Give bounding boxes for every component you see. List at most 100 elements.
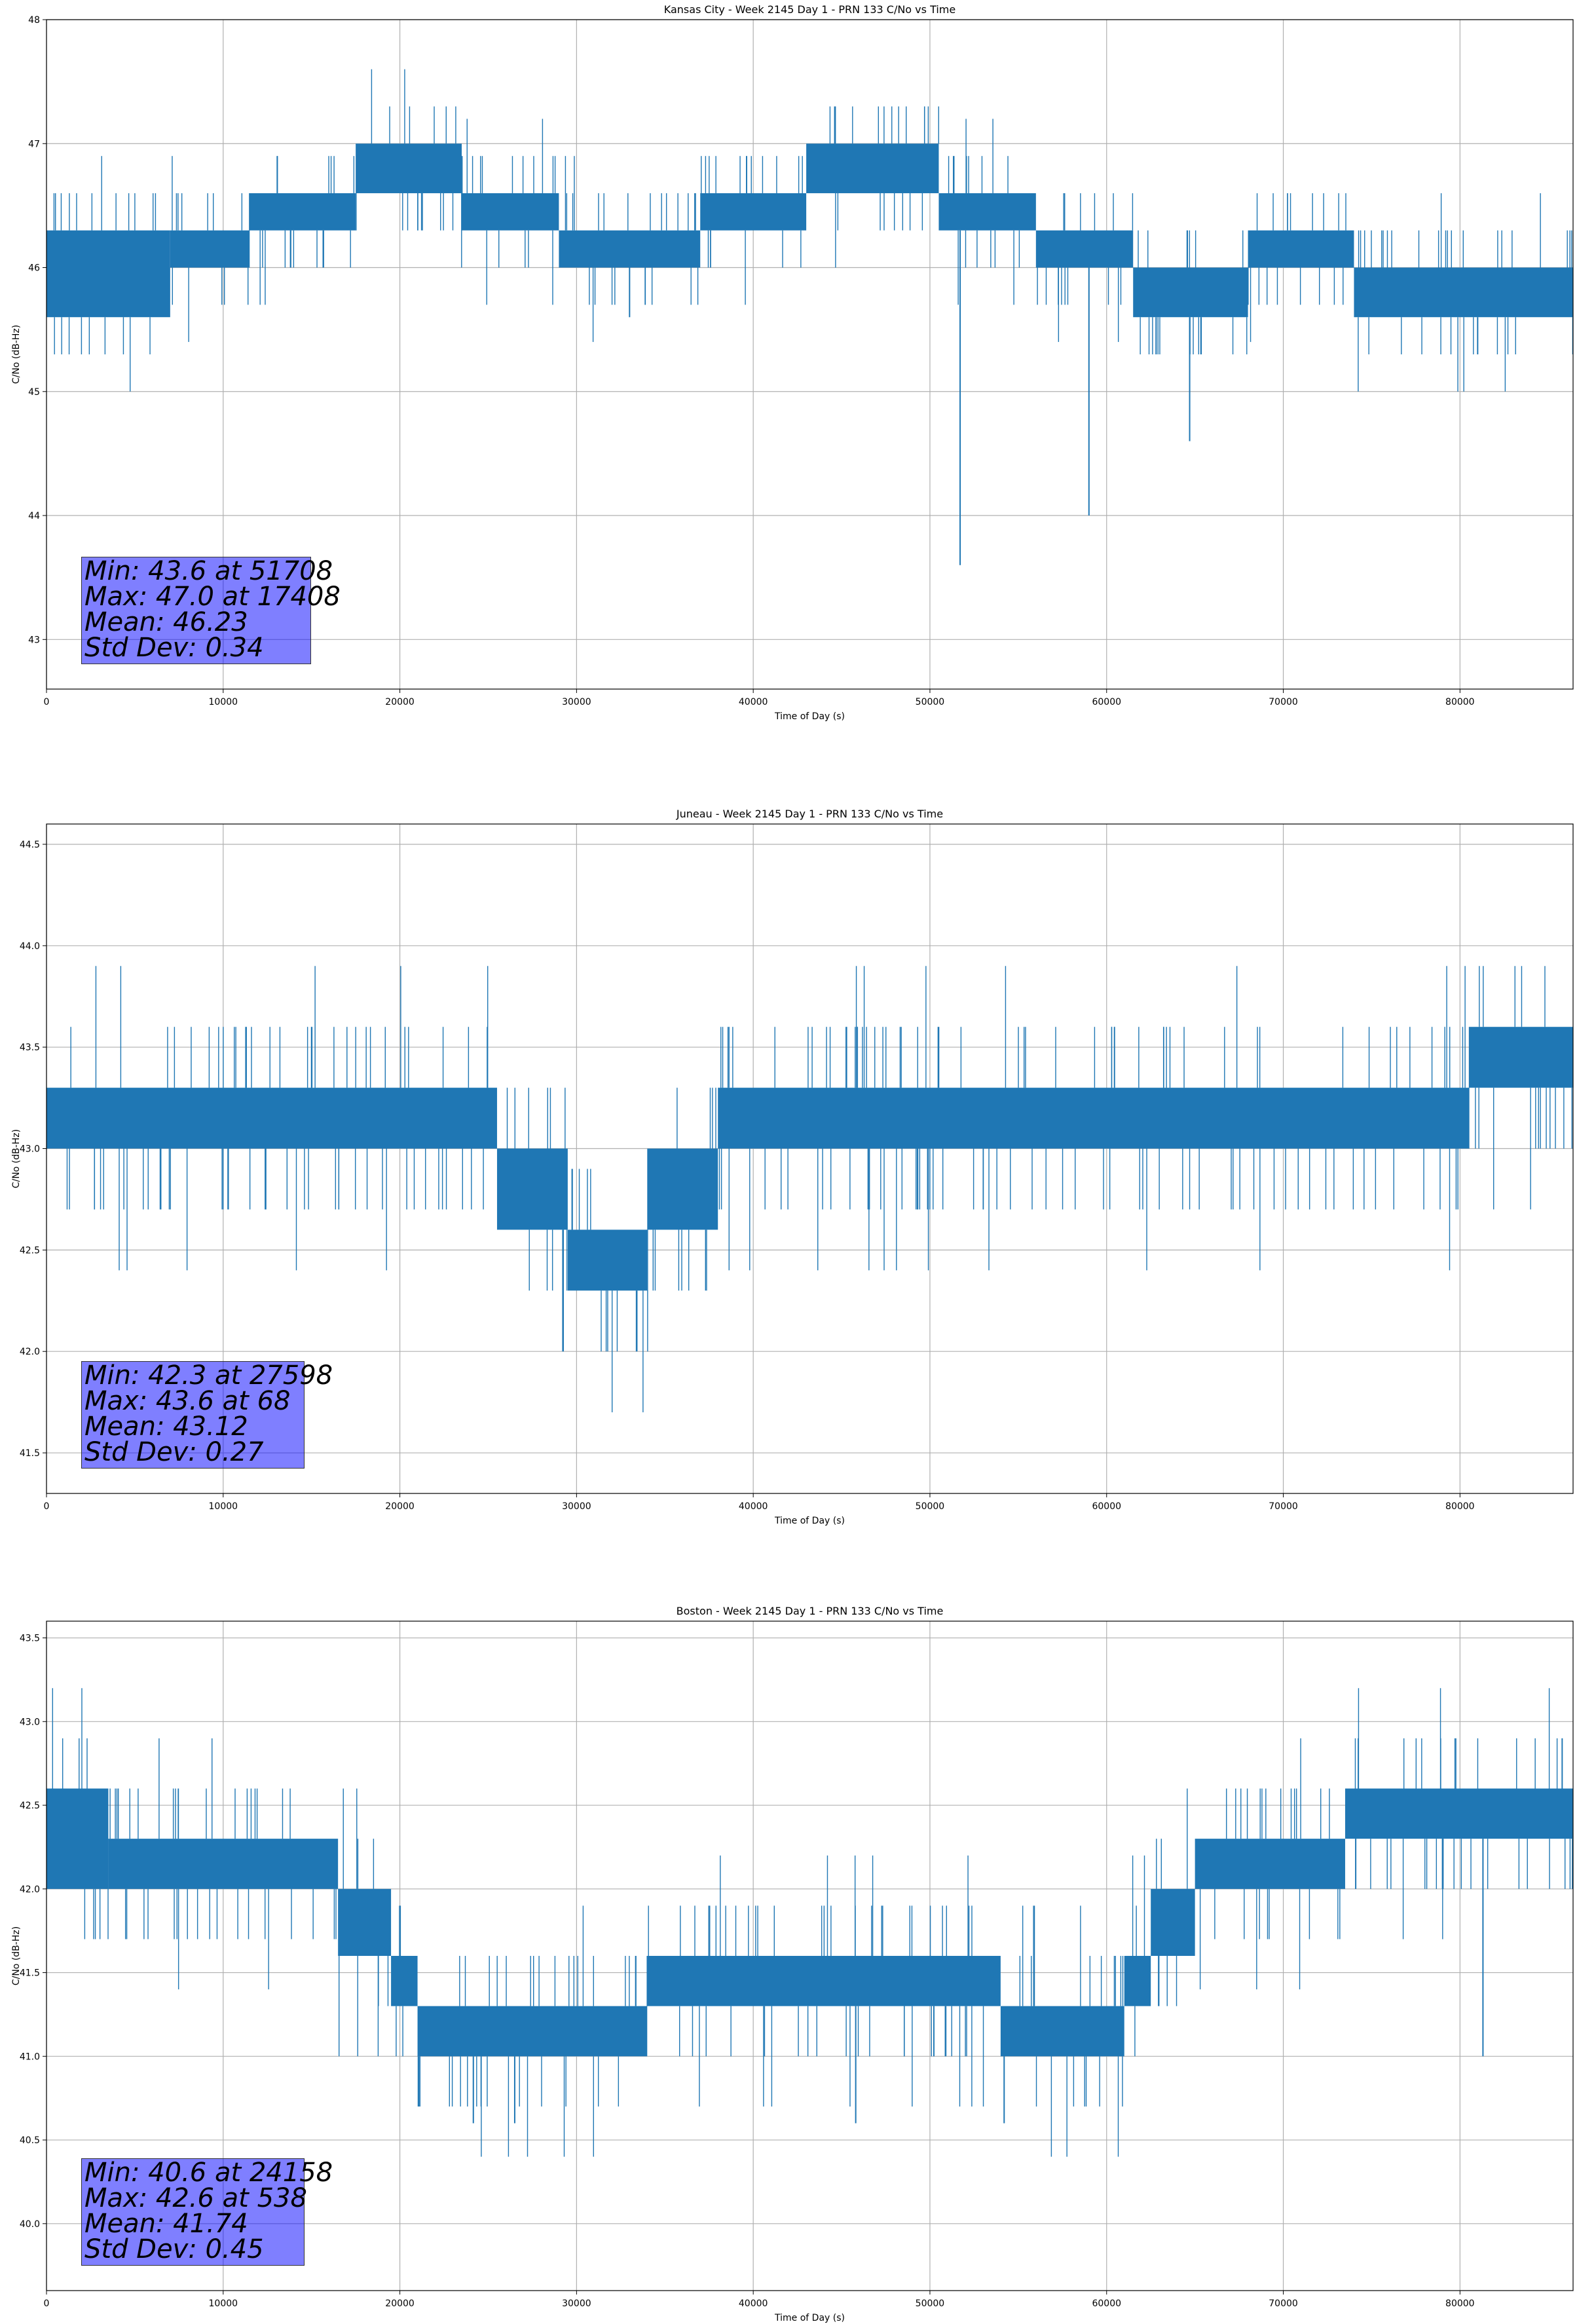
- data-band: [1195, 1839, 1345, 1889]
- x-tick-label: 30000: [562, 697, 591, 707]
- chart-panel-kansas-city: Kansas City - Week 2145 Day 1 - PRN 133 …: [0, 0, 1577, 773]
- y-axis-label: C/No (dB-Hz): [11, 325, 22, 384]
- x-tick-label: 80000: [1445, 2298, 1475, 2309]
- data-band: [567, 1229, 648, 1291]
- series-boston: [46, 1688, 1573, 2157]
- stats-box-juneau: Min: 42.3 at 27598 Max: 43.6 at 68 Mean:…: [81, 1360, 333, 1469]
- x-tick-label: 70000: [1269, 1501, 1298, 1512]
- x-tick-label: 10000: [209, 2298, 238, 2309]
- x-tick-label: 0: [44, 2298, 50, 2309]
- y-tick-label: 46: [28, 263, 40, 274]
- data-band: [1468, 1026, 1573, 1088]
- y-tick-label: 44.5: [20, 840, 40, 850]
- stats-min: Min: 40.6 at 24158: [84, 2158, 333, 2188]
- chart-title: Juneau - Week 2145 Day 1 - PRN 133 C/No …: [676, 808, 943, 820]
- x-tick-label: 80000: [1445, 1501, 1475, 1512]
- data-band: [1151, 1888, 1195, 1956]
- plot-frame: [46, 1621, 1574, 2291]
- data-band: [46, 1788, 109, 1889]
- x-tick-label: 40000: [739, 1501, 768, 1512]
- chart-svg-juneau: Juneau - Week 2145 Day 1 - PRN 133 C/No …: [11, 808, 1574, 1526]
- chart-title: Boston - Week 2145 Day 1 - PRN 133 C/No …: [677, 1605, 944, 1617]
- x-tick-label: 0: [44, 697, 50, 707]
- stats-std-dev: Std Dev: 0.34: [84, 633, 264, 663]
- y-tick-label: 40.0: [20, 2219, 40, 2230]
- x-tick-label: 60000: [1092, 2298, 1121, 2309]
- y-tick-label: 41.5: [20, 1448, 40, 1459]
- data-band: [108, 1839, 339, 1889]
- y-tick-label: 43.0: [20, 1717, 40, 1727]
- data-band: [1248, 230, 1354, 268]
- chart-svg-boston: Boston - Week 2145 Day 1 - PRN 133 C/No …: [11, 1605, 1574, 2323]
- data-band: [718, 1087, 1469, 1149]
- y-tick-label: 43: [28, 635, 40, 645]
- x-tick-label: 30000: [562, 2298, 591, 2309]
- data-band: [1133, 267, 1248, 318]
- stats-min: Min: 43.6 at 51708: [84, 556, 333, 586]
- stats-mean: Mean: 41.74: [84, 2209, 248, 2239]
- data-band: [1035, 230, 1134, 268]
- data-band: [417, 2006, 648, 2057]
- data-band: [46, 230, 170, 318]
- chart-panel-boston: Boston - Week 2145 Day 1 - PRN 133 C/No …: [0, 1546, 1577, 2324]
- data-band: [46, 1087, 497, 1149]
- x-tick-label: 80000: [1445, 697, 1475, 707]
- y-tick-label: 40.5: [20, 2135, 40, 2146]
- chart-panel-juneau: Juneau - Week 2145 Day 1 - PRN 133 C/No …: [0, 773, 1577, 1546]
- plot-frame: [46, 823, 1574, 1494]
- data-band: [496, 1148, 568, 1230]
- x-axis-label: Time of Day (s): [774, 2313, 845, 2323]
- stats-max: Max: 42.6 at 538: [84, 2183, 307, 2213]
- x-tick-label: 20000: [385, 697, 415, 707]
- stats-max: Max: 47.0 at 17408: [84, 582, 341, 612]
- data-band: [338, 1888, 392, 1956]
- x-tick-label: 10000: [209, 1501, 238, 1512]
- x-tick-label: 60000: [1092, 1501, 1121, 1512]
- y-tick-label: 41.5: [20, 1968, 40, 1979]
- y-tick-label: 48: [28, 15, 40, 26]
- x-tick-label: 70000: [1269, 697, 1298, 707]
- x-tick-label: 70000: [1269, 2298, 1298, 2309]
- x-tick-label: 60000: [1092, 697, 1121, 707]
- data-band: [700, 193, 807, 231]
- data-band: [806, 143, 939, 193]
- data-band: [170, 230, 250, 268]
- x-tick-label: 30000: [562, 1501, 591, 1512]
- y-tick-label: 42.0: [20, 1884, 40, 1895]
- data-band: [1124, 1956, 1151, 2006]
- stats-max: Max: 43.6 at 68: [84, 1386, 291, 1416]
- y-tick-label: 42.5: [20, 1245, 40, 1256]
- y-tick-label: 43.5: [20, 1634, 40, 1644]
- data-band: [647, 1956, 1001, 2006]
- data-band: [391, 1956, 418, 2006]
- x-tick-label: 10000: [209, 697, 238, 707]
- plot-frame: [46, 19, 1574, 690]
- stats-min: Min: 42.3 at 27598: [84, 1360, 333, 1391]
- stats-mean: Mean: 46.23: [84, 607, 248, 637]
- y-tick-label: 44.0: [20, 941, 40, 952]
- data-band: [559, 230, 701, 268]
- y-tick-label: 45: [28, 387, 40, 398]
- chart-title: Kansas City - Week 2145 Day 1 - PRN 133 …: [664, 3, 955, 16]
- y-tick-label: 43.5: [20, 1043, 40, 1053]
- y-tick-label: 44: [28, 511, 40, 521]
- data-band: [938, 193, 1036, 231]
- stats-box-kansas-city: Min: 43.6 at 51708 Max: 47.0 at 17408 Me…: [81, 556, 341, 664]
- y-tick-label: 43.0: [20, 1144, 40, 1155]
- series-kansas-city: [46, 69, 1573, 565]
- stats-box-boston: Min: 40.6 at 24158 Max: 42.6 at 538 Mean…: [81, 2158, 333, 2266]
- x-tick-label: 20000: [385, 2298, 415, 2309]
- x-axis-label: Time of Day (s): [774, 1516, 845, 1526]
- y-tick-label: 42.0: [20, 1347, 40, 1357]
- stats-mean: Mean: 43.12: [84, 1412, 248, 1442]
- x-tick-label: 40000: [739, 697, 768, 707]
- x-tick-label: 0: [44, 1501, 50, 1512]
- y-axis-label: C/No (dB-Hz): [11, 1129, 22, 1188]
- y-tick-label: 42.5: [20, 1801, 40, 1811]
- chart-svg-kansas-city: Kansas City - Week 2145 Day 1 - PRN 133 …: [11, 3, 1574, 722]
- stats-std-dev: Std Dev: 0.45: [84, 2234, 264, 2264]
- stats-std-dev: Std Dev: 0.27: [84, 1437, 264, 1467]
- x-tick-label: 50000: [916, 697, 945, 707]
- x-tick-label: 20000: [385, 1501, 415, 1512]
- x-axis-label: Time of Day (s): [774, 711, 845, 722]
